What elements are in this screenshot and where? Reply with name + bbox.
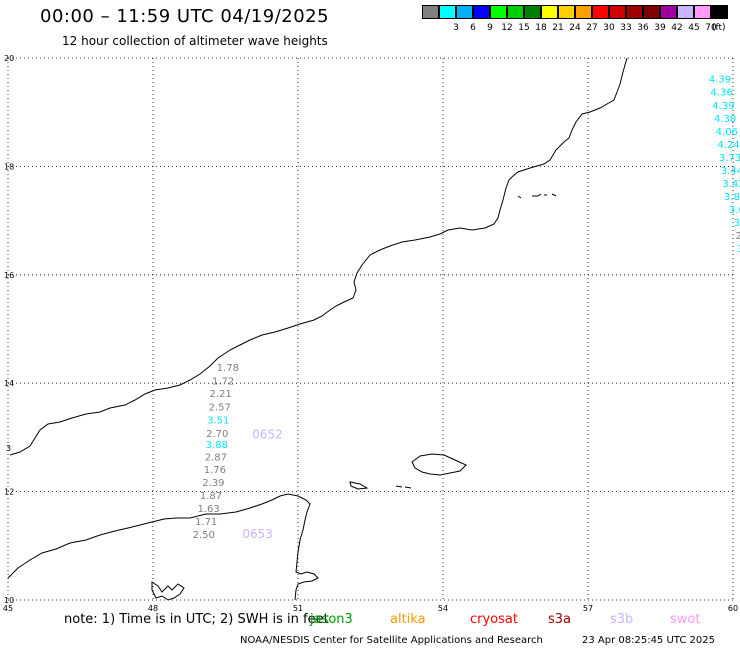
coastline-abd-al-kuri: [349, 481, 369, 490]
coastline-somali-coast-fragment: [151, 581, 185, 601]
wave-height-value: 1.76: [204, 465, 226, 476]
wave-height-value: 2.57: [209, 403, 231, 414]
wave-height-value: 4.24: [717, 140, 739, 151]
scale-swatch: [660, 5, 677, 19]
pass-time-label: 0652: [252, 428, 283, 442]
wave-height-value: 3.51: [207, 416, 229, 427]
y-tick-label: 16: [4, 271, 14, 280]
y-tick-label: 18: [4, 162, 14, 171]
page-title: 00:00 – 11:59 UTC 04/19/2025: [40, 6, 330, 27]
y-tick-label: 14: [4, 379, 14, 388]
wave-height-value: 2.50: [193, 530, 215, 541]
wave-height-value: 3.0: [729, 205, 740, 216]
page-subtitle: 12 hour collection of altimeter wave hei…: [62, 34, 328, 48]
wave-height-value: 2.39: [202, 478, 224, 489]
scale-swatch: [456, 5, 473, 19]
scale-tick-label: 9: [487, 23, 493, 33]
scale-swatch: [643, 5, 660, 19]
wave-height-value: 1.72: [212, 376, 234, 387]
scale-tick-label: 45: [688, 23, 700, 33]
scale-swatch: [609, 5, 626, 19]
coastline-brothers-islands: [395, 485, 412, 489]
wave-height-value: 4.39: [709, 75, 731, 86]
scale-unit-label: (ft): [712, 23, 726, 33]
generated-timestamp: 23 Apr 08:25:45 UTC 2025: [582, 635, 715, 646]
scale-tick-label: 27: [586, 23, 598, 33]
map-grid: 45 48 51 54 57 60 10 12 14 16 18 20 3: [3, 54, 738, 613]
x-tick-label: 48: [148, 604, 158, 613]
wave-height-value: 3.: [737, 244, 740, 255]
scale-swatch: [541, 5, 558, 19]
scale-swatch: [473, 5, 490, 19]
scale-swatch: [507, 5, 524, 19]
mission-label-swot: swot: [670, 612, 701, 627]
wave-height-value: 2.87: [205, 452, 227, 463]
coastline-horn-of-africa: [7, 493, 319, 601]
scale-swatch: [677, 5, 694, 19]
scale-tick-label: 30: [603, 23, 615, 33]
mission-label-cryosat: cryosat: [470, 612, 518, 627]
x-tick-label: 60: [728, 604, 738, 613]
wave-height-value: 4.36: [711, 88, 733, 99]
x-tick-label: 54: [438, 604, 448, 613]
scale-swatch: [711, 5, 728, 19]
mission-label-altika: altika: [390, 612, 426, 627]
coastline-kuria-muria: [517, 193, 557, 199]
scale-tick-label: 42: [671, 23, 683, 33]
mission-label-jason3: jason3: [310, 612, 353, 627]
scale-swatch: [626, 5, 643, 19]
scale-swatch: [558, 5, 575, 19]
wave-height-value: 1.87: [200, 491, 222, 502]
scale-tick-label: 6: [470, 23, 476, 33]
coastline-socotra: [411, 453, 467, 476]
x-tick-label: 51: [293, 604, 303, 613]
y-tick-label: 20: [4, 54, 14, 63]
wave-height-value: 3.88: [206, 440, 228, 451]
scale-swatch: [439, 5, 456, 19]
credit-text: NOAA/NESDIS Center for Satellite Applica…: [240, 635, 543, 646]
scale-swatch: [694, 5, 711, 19]
scale-tick-label: 12: [501, 23, 513, 33]
wave-height-value: 3.80: [724, 192, 740, 203]
wave-height-value: 2.: [735, 231, 740, 242]
scale-tick-label: 39: [654, 23, 666, 33]
wave-height-value: 4.30: [714, 114, 736, 125]
coastline: [7, 57, 628, 601]
scale-tick-label: 36: [637, 23, 649, 33]
scale-tick-label: 70: [705, 23, 717, 33]
pass-time-label: 0653: [242, 527, 273, 541]
wave-height-value: 2.70: [206, 429, 228, 440]
coastline-arabian-peninsula: [9, 57, 628, 456]
y-tick-label: 10: [4, 596, 14, 605]
wave-height-value: 1.71: [195, 517, 217, 528]
scale-tick-label: 3: [453, 23, 459, 33]
wave-height-value: 3.44: [721, 166, 740, 177]
mission-label-s3b: s3b: [610, 612, 634, 627]
scale-tick-label: 15: [518, 23, 530, 33]
wave-height-value: 4.06: [716, 127, 738, 138]
scale-tick-label: 21: [552, 23, 564, 33]
scale-tick-label: 24: [569, 23, 581, 33]
y-edge-label: 3: [6, 444, 11, 453]
x-tick-label: 45: [3, 604, 13, 613]
units-note: note: 1) Time is in UTC; 2) SWH is in fe…: [64, 612, 329, 627]
scale-swatch: [524, 5, 541, 19]
wave-height-value: 3.42: [722, 179, 740, 190]
scale-swatch: [490, 5, 507, 19]
wave-height-value: 1.63: [197, 504, 219, 515]
scale-tick-label: 18: [535, 23, 547, 33]
x-tick-label: 57: [583, 604, 593, 613]
scale-swatch: [592, 5, 609, 19]
wave-height-value: 1.78: [217, 363, 239, 374]
wave-height-value: 4.39: [712, 101, 734, 112]
mission-label-s3a: s3a: [548, 612, 572, 627]
y-tick-label: 12: [4, 488, 14, 497]
scale-tick-label: 33: [620, 23, 632, 33]
wave-height-value: 3.73: [719, 153, 740, 164]
scale-swatch: [422, 5, 439, 19]
wave-height-value: 3.: [734, 218, 740, 229]
scale-swatch: [575, 5, 592, 19]
wave-height-value: 2.21: [210, 389, 232, 400]
